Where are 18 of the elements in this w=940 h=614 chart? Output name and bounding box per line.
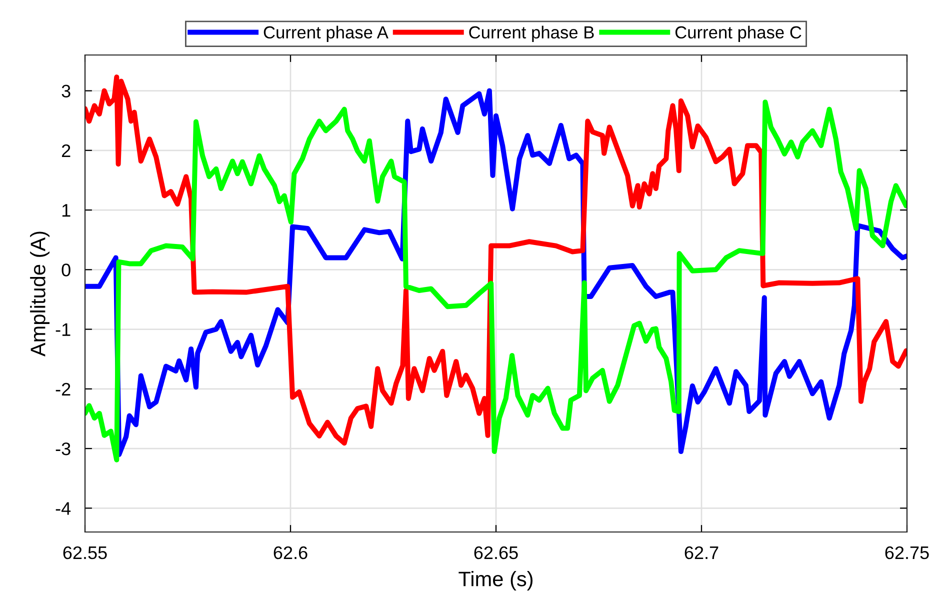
x-tick-label: 62.6 <box>274 546 308 560</box>
legend-label: Current phase C <box>675 26 802 42</box>
x-tick-label: 62.75 <box>885 546 929 560</box>
y-axis-title: Amplitude (A) <box>30 232 50 357</box>
y-tick-label: 2 <box>62 144 70 157</box>
y-tick-label: 0 <box>62 264 70 276</box>
x-axis-title: Time (s) <box>458 571 533 590</box>
y-tick-label: -3 <box>56 442 70 456</box>
x-tick-label: 62.65 <box>474 546 518 560</box>
y-tick-label: -4 <box>56 502 71 515</box>
legend-label: Current phase A <box>264 26 388 42</box>
y-tick-label: 1 <box>62 204 70 217</box>
legend-label: Current phase B <box>469 26 594 42</box>
y-tick-label: -2 <box>56 382 70 396</box>
y-tick-label: -1 <box>56 323 70 336</box>
x-tick-label: 62.7 <box>684 546 718 560</box>
x-tick-label: 62.55 <box>63 546 107 560</box>
y-tick-label: 3 <box>62 84 70 98</box>
